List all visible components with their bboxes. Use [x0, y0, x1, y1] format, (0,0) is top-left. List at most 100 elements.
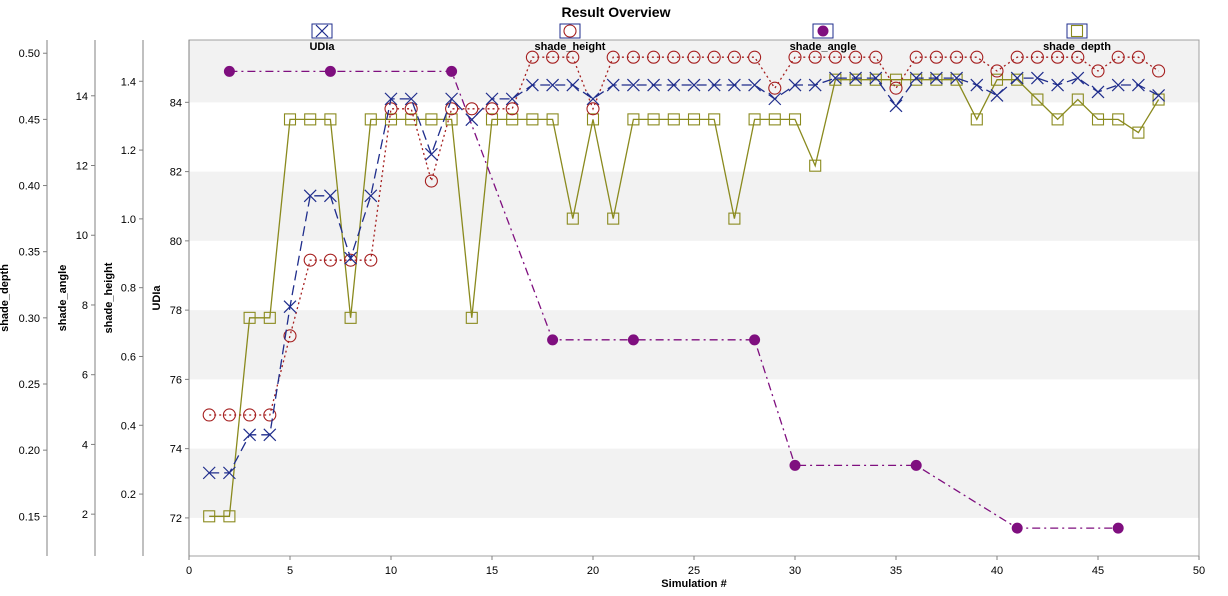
data-point: [525, 50, 539, 64]
shade-angle-tick-label: 4: [82, 439, 88, 451]
shade-angle-axis-title: shade_angle: [57, 265, 69, 332]
data-point: [303, 253, 317, 267]
udla-tick-label: 74: [170, 444, 182, 456]
data-point: [990, 64, 1004, 78]
series-line-shade-angle: [229, 70, 1119, 529]
data-point: [505, 92, 519, 106]
data-point: [566, 78, 580, 92]
data-point: [446, 65, 458, 77]
data-point: [707, 50, 721, 64]
data-point: [1071, 71, 1085, 85]
data-point: [950, 71, 964, 85]
x-tick-label: 35: [890, 565, 902, 577]
data-point: [768, 81, 782, 95]
data-point: [950, 50, 964, 64]
data-point: [606, 78, 620, 92]
data-point: [425, 113, 438, 126]
series-line-shade-depth: [209, 79, 1160, 517]
legend-swatch-box: [1066, 23, 1088, 39]
data-point: [647, 113, 660, 126]
data-point: [789, 459, 801, 471]
data-point: [445, 102, 459, 116]
series-line-udia: [209, 77, 1159, 474]
data-point: [1152, 88, 1166, 102]
data-point: [1010, 71, 1024, 85]
shade-height-tick-label: 0.2: [121, 489, 136, 501]
shade-depth-tick-label: 0.15: [19, 511, 40, 523]
data-point: [323, 189, 337, 203]
data-point: [808, 78, 822, 92]
data-point: [1111, 78, 1125, 92]
series-shade-depth: [203, 73, 1165, 523]
shade-depth-axis-title: shade_depth: [0, 264, 11, 332]
x-tick-label: 45: [1092, 565, 1104, 577]
x-tick-label: 30: [789, 565, 801, 577]
series-shade-height: [202, 50, 1166, 422]
data-point: [1091, 64, 1105, 78]
data-point: [405, 113, 418, 126]
data-point: [364, 189, 378, 203]
x-tick-label: 0: [186, 565, 192, 577]
legend-item-shade-depth: shade_depth: [1043, 23, 1111, 53]
axes: 0 5 10 15 20 25 30 35 40 45 5072747678808284UDIa0.…: [0, 40, 1205, 577]
data-point: [687, 50, 701, 64]
data-point: [626, 50, 640, 64]
legend-item-udia: UDIa: [309, 23, 335, 53]
data-point: [607, 212, 620, 225]
shade-angle-tick-label: 6: [82, 370, 88, 382]
data-point: [546, 78, 560, 92]
data-point: [505, 102, 519, 116]
data-point: [344, 253, 358, 267]
data-point: [1011, 522, 1023, 534]
data-point: [1031, 93, 1044, 106]
data-point: [364, 113, 377, 126]
data-point: [263, 408, 277, 422]
data-point: [243, 428, 257, 442]
data-point: [889, 73, 903, 86]
series-udia: [202, 71, 1166, 480]
x-tick-label: 5: [287, 565, 293, 577]
data-point: [889, 81, 903, 95]
data-point: [546, 50, 560, 64]
data-point: [910, 459, 922, 471]
x-tick-label: 10: [385, 565, 397, 577]
data-point: [647, 78, 661, 92]
data-point: [1091, 113, 1105, 126]
data-point: [1030, 50, 1044, 64]
grid-band: [189, 310, 1199, 380]
data-point: [283, 300, 297, 314]
data-point: [788, 50, 802, 64]
data-point: [445, 92, 459, 106]
series-shade-angle: [223, 65, 1124, 534]
data-point: [283, 113, 297, 126]
data-point: [930, 73, 943, 86]
data-point: [586, 102, 600, 116]
data-point: [869, 73, 882, 86]
data-point: [1051, 50, 1065, 64]
data-point: [768, 92, 782, 106]
legend-label: shade_depth: [1043, 41, 1111, 53]
data-point: [465, 102, 479, 116]
shade-height-tick-label: 1.4: [121, 76, 136, 88]
data-point: [525, 78, 539, 92]
data-point: [404, 92, 418, 106]
grid-band: [189, 171, 1199, 241]
data-point: [526, 113, 539, 126]
shade-angle-tick-label: 10: [76, 230, 88, 242]
data-point: [1131, 78, 1145, 92]
data-point: [1112, 113, 1125, 126]
data-point: [889, 99, 903, 113]
udla-tick-label: 84: [170, 97, 182, 109]
data-point: [1091, 85, 1105, 99]
shade-depth-tick-label: 0.20: [19, 445, 40, 457]
data-point: [344, 251, 358, 265]
shade-height-tick-label: 0.8: [121, 283, 136, 295]
data-point: [566, 212, 579, 225]
data-point: [404, 102, 418, 116]
data-point: [707, 78, 721, 92]
udla-axis-title: UDIa: [151, 285, 163, 311]
data-point: [828, 71, 842, 85]
data-point: [809, 159, 822, 172]
data-point: [849, 73, 862, 86]
